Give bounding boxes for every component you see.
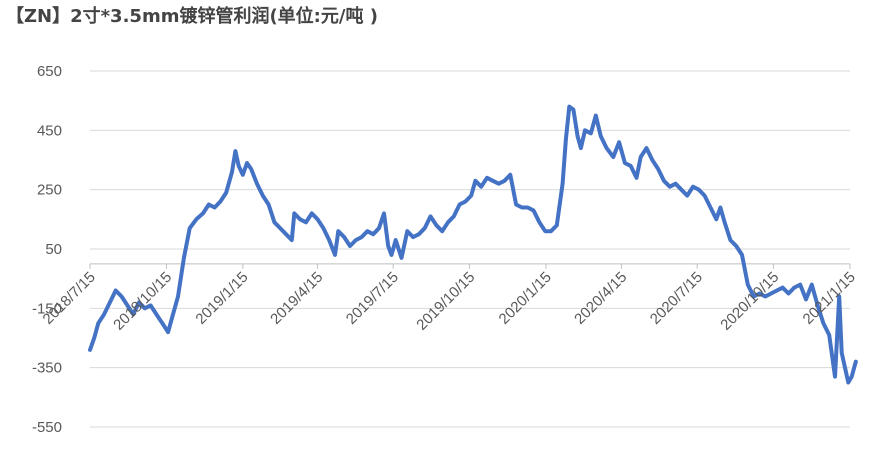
- x-tick-label: 2020/4/15: [571, 269, 630, 328]
- y-tick-label: -350: [32, 360, 62, 377]
- y-tick-label: -550: [32, 419, 62, 436]
- y-tick-label: 50: [45, 241, 62, 258]
- x-tick-label: 2018/7/15: [40, 269, 99, 328]
- y-tick-label: 450: [37, 122, 62, 139]
- x-tick-label: 2020/7/15: [647, 269, 706, 328]
- chart-title: 【ZN】2寸*3.5mm镀锌管利润(单位:元/吨 ): [6, 6, 378, 27]
- x-tick-label: 2019/4/15: [267, 269, 326, 328]
- x-tick-label: 2020/10/15: [717, 269, 782, 334]
- gridlines: [90, 70, 850, 428]
- y-axis-tick-labels: 650 450 250 50 -150 -350 -550: [32, 63, 62, 436]
- x-axis: [89, 263, 851, 269]
- series-layer: [88, 104, 858, 385]
- y-tick-label: -150: [32, 300, 62, 317]
- x-tick-label: 2019/7/15: [343, 269, 402, 328]
- series-line-0: [88, 104, 858, 385]
- x-tick-label: 2019/10/15: [413, 269, 478, 334]
- x-tick-label: 2020/1/15: [496, 269, 555, 328]
- y-tick-label: 650: [37, 63, 62, 80]
- x-tick-label: 2019/1/15: [192, 269, 251, 328]
- x-tick-label: 2018/10/15: [110, 269, 175, 334]
- y-tick-label: 250: [37, 182, 62, 199]
